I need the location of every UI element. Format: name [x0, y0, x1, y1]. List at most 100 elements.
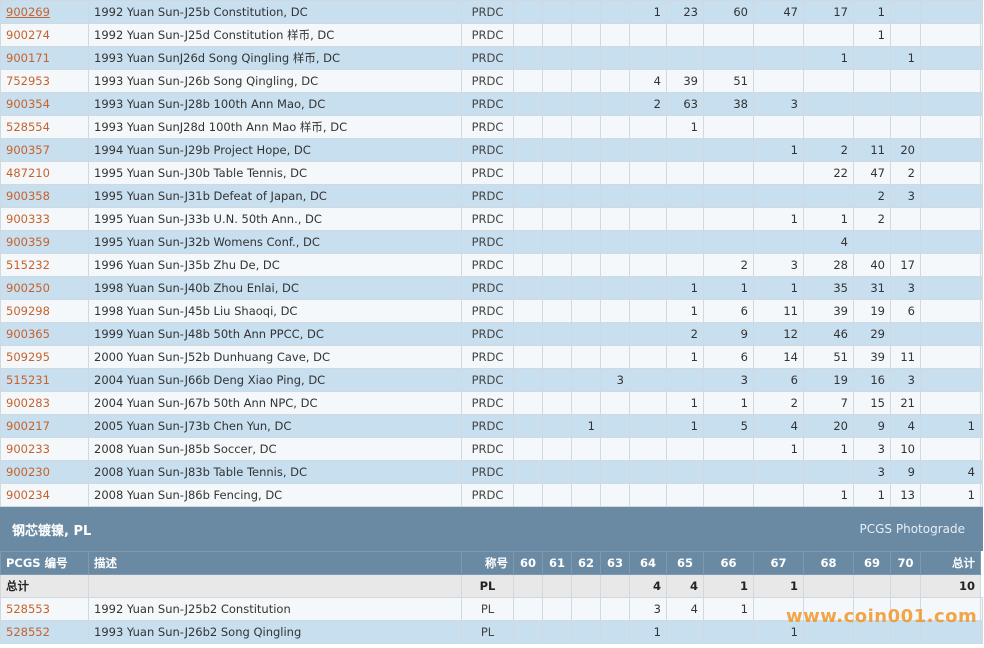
population-cell: [629, 368, 667, 392]
col-header-66[interactable]: 66: [703, 551, 754, 575]
col-header-60[interactable]: 60: [513, 551, 543, 575]
pcgs-number-link[interactable]: 900357: [6, 143, 50, 157]
population-cell: [629, 460, 667, 484]
col-header-67[interactable]: 67: [753, 551, 804, 575]
col-header-desc[interactable]: 描述: [88, 551, 462, 575]
pcgs-number-cell: 487210: [0, 161, 89, 185]
pcgs-number-link[interactable]: 900250: [6, 281, 50, 295]
col-header-id[interactable]: PCGS 编号: [0, 551, 89, 575]
population-cell: [703, 230, 754, 254]
pcgs-number-cell: 900269: [0, 0, 89, 24]
col-header-63[interactable]: 63: [600, 551, 630, 575]
pcgs-number-link[interactable]: 528552: [6, 625, 50, 639]
designation-cell: PRDC: [461, 483, 514, 507]
description-cell: 1995 Yuan Sun-J33b U.N. 50th Ann., DC: [88, 207, 462, 231]
pcgs-number-cell: 509298: [0, 299, 89, 323]
pcgs-number-link[interactable]: 900233: [6, 442, 50, 456]
population-cell: [890, 597, 921, 621]
pcgs-number-link[interactable]: 752953: [6, 74, 50, 88]
designation-cell: PRDC: [461, 437, 514, 461]
population-cell: [542, 483, 572, 507]
pcgs-number-cell: 515231: [0, 368, 89, 392]
population-cell: [853, 92, 891, 116]
pcgs-number-link[interactable]: 900217: [6, 419, 50, 433]
population-cell: [513, 115, 543, 139]
population-cell: [542, 322, 572, 346]
col-header-total[interactable]: 总计: [920, 551, 981, 575]
population-cell: [890, 620, 921, 644]
population-cell: [753, 69, 804, 93]
col-header-61[interactable]: 61: [542, 551, 572, 575]
pcgs-number-link[interactable]: 900269: [6, 5, 50, 19]
population-cell: [629, 253, 667, 277]
description-cell: 1996 Yuan Sun-J35b Zhu De, DC: [88, 253, 462, 277]
pcgs-number-link[interactable]: 900234: [6, 488, 50, 502]
total-cell-63: [600, 574, 630, 598]
description-cell: 2004 Yuan Sun-J67b 50th Ann NPC, DC: [88, 391, 462, 415]
population-cell: [666, 437, 704, 461]
population-cell: [920, 322, 981, 346]
population-cell: [600, 115, 630, 139]
population-cell: [629, 322, 667, 346]
pcgs-number-link[interactable]: 515231: [6, 373, 50, 387]
pcgs-number-link[interactable]: 900358: [6, 189, 50, 203]
pcgs-number-link[interactable]: 528554: [6, 120, 50, 134]
pcgs-number-link[interactable]: 900230: [6, 465, 50, 479]
population-cell: [600, 23, 630, 47]
pcgs-number-link[interactable]: 515232: [6, 258, 50, 272]
total-row: 总计 PL 4 4 1 1 10: [0, 574, 983, 598]
pcgs-number-link[interactable]: 900359: [6, 235, 50, 249]
table-row: 900233 2008 Yuan Sun-J85b Soccer, DC PRDC 1…: [0, 437, 983, 461]
photograde-link[interactable]: PCGS Photograde: [859, 522, 965, 536]
col-header-69[interactable]: 69: [853, 551, 891, 575]
col-header-62[interactable]: 62: [571, 551, 601, 575]
population-cell: [600, 92, 630, 116]
population-cell: [513, 299, 543, 323]
population-cell: [629, 230, 667, 254]
population-cell: 1: [666, 276, 704, 300]
population-cell: [542, 276, 572, 300]
pcgs-number-cell: 900358: [0, 184, 89, 208]
pcgs-number-link[interactable]: 509295: [6, 350, 50, 364]
col-header-grade[interactable]: 称号: [461, 551, 514, 575]
population-cell: [666, 184, 704, 208]
population-cell: [629, 46, 667, 70]
col-header-64[interactable]: 64: [629, 551, 667, 575]
designation-cell: PRDC: [461, 276, 514, 300]
population-cell: [542, 184, 572, 208]
pcgs-number-link[interactable]: 900333: [6, 212, 50, 226]
population-cell: 1: [753, 138, 804, 162]
pcgs-number-cell: 900171: [0, 46, 89, 70]
pcgs-number-link[interactable]: 509298: [6, 304, 50, 318]
col-header-68[interactable]: 68: [803, 551, 854, 575]
population-cell: 3: [853, 460, 891, 484]
total-cell: 34: [980, 138, 983, 162]
designation-cell: PRDC: [461, 207, 514, 231]
col-header-70[interactable]: 70: [890, 551, 921, 575]
table-row: 515231 2004 Yuan Sun-J66b Deng Xiao Ping,…: [0, 368, 983, 392]
population-cell: [703, 483, 754, 507]
population-cell: 40: [853, 253, 891, 277]
col-header-65[interactable]: 65: [666, 551, 704, 575]
population-cell: 1: [803, 483, 854, 507]
population-cell: [703, 460, 754, 484]
pcgs-number-link[interactable]: 900283: [6, 396, 50, 410]
population-cell: [920, 184, 981, 208]
population-cell: [600, 414, 630, 438]
population-cell: 4: [629, 69, 667, 93]
population-cell: 63: [666, 92, 704, 116]
pcgs-number-link[interactable]: 900365: [6, 327, 50, 341]
pcgs-number-link[interactable]: 900171: [6, 51, 50, 65]
section-title: 钢芯镀镍, PL: [12, 523, 92, 539]
pcgs-number-link[interactable]: 528553: [6, 602, 50, 616]
pcgs-number-link[interactable]: 487210: [6, 166, 50, 180]
designation-cell: PRDC: [461, 46, 514, 70]
population-cell: [542, 345, 572, 369]
population-cell: 51: [803, 345, 854, 369]
population-cell: 46: [803, 322, 854, 346]
population-cell: [920, 345, 981, 369]
pcgs-number-link[interactable]: 900354: [6, 97, 50, 111]
total-cell-64: 4: [629, 574, 667, 598]
pcgs-number-link[interactable]: 900274: [6, 28, 50, 42]
population-cell: 1: [753, 620, 804, 644]
